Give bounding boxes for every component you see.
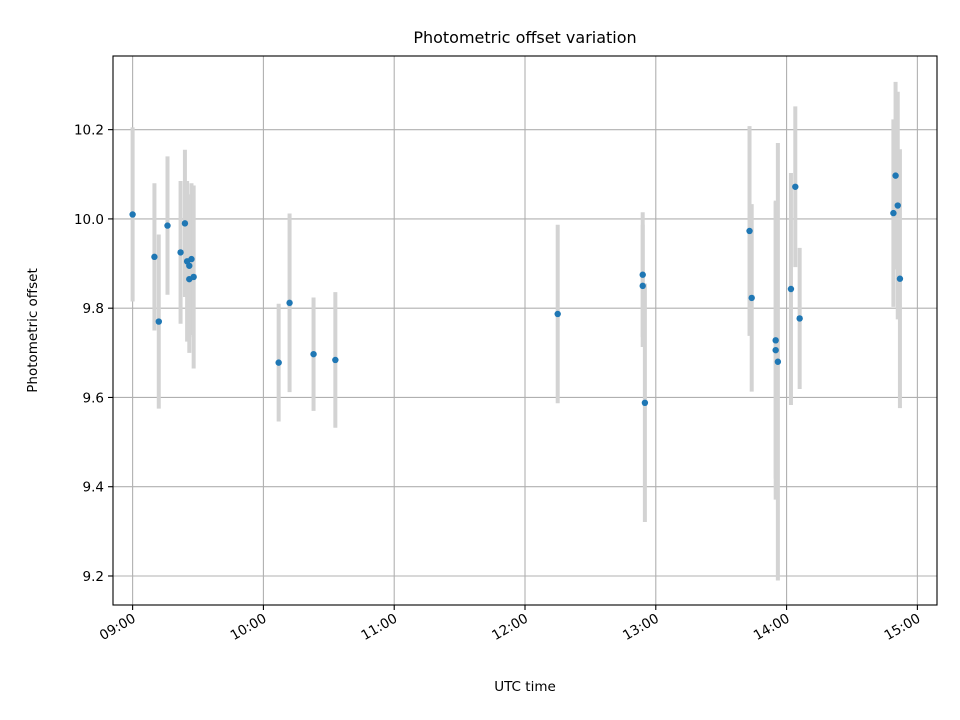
grid-lines <box>113 56 937 605</box>
x-axis-label: UTC time <box>494 679 556 695</box>
y-tick-label: 9.2 <box>83 569 104 585</box>
y-tick-label: 9.6 <box>83 390 104 406</box>
data-point <box>796 315 803 322</box>
y-axis-label: Photometric offset <box>25 268 41 392</box>
data-point <box>748 294 755 302</box>
data-point <box>164 222 171 229</box>
data-point <box>186 262 193 269</box>
data-point <box>746 227 753 235</box>
data-points <box>129 172 904 407</box>
data-point <box>190 273 197 281</box>
data-point <box>554 310 561 318</box>
y-tick-label: 9.4 <box>83 480 104 496</box>
data-point <box>772 337 779 344</box>
data-point <box>275 359 282 366</box>
data-point <box>772 346 779 354</box>
chart-title: Photometric offset variation <box>413 28 636 47</box>
data-point <box>896 275 904 282</box>
data-point <box>787 285 795 293</box>
data-point <box>188 255 195 263</box>
data-point <box>310 350 317 358</box>
y-tick-label: 9.8 <box>83 301 104 317</box>
data-point <box>892 172 899 179</box>
data-point <box>641 399 649 407</box>
data-point <box>181 220 189 227</box>
data-point <box>792 183 799 190</box>
data-point <box>286 299 293 307</box>
y-tick-label: 10.0 <box>74 212 104 228</box>
data-point <box>894 202 901 209</box>
y-tick-label: 10.2 <box>74 123 104 139</box>
data-point <box>639 282 646 290</box>
data-point <box>332 356 339 364</box>
data-point <box>177 249 184 256</box>
data-point <box>151 253 158 261</box>
data-point <box>890 209 897 217</box>
data-point <box>129 211 136 218</box>
data-point <box>155 318 162 325</box>
data-point <box>774 358 782 365</box>
y-axis-ticks: 9.2 9.4 9.6 9.8 10.0 10.2 <box>74 123 113 585</box>
data-point <box>639 271 646 278</box>
